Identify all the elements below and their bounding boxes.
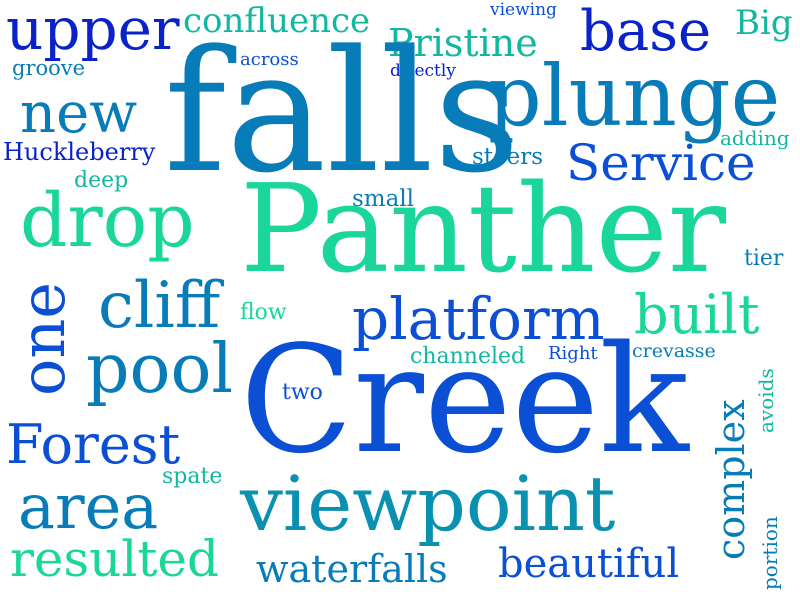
word-pool: pool — [86, 330, 234, 409]
word-right: Right — [548, 343, 598, 364]
word-big: Big — [735, 3, 793, 43]
word-built: built — [634, 283, 760, 346]
word-viewing: viewing — [490, 0, 557, 20]
word-flow: flow — [240, 300, 287, 325]
word-tier: tier — [744, 246, 784, 271]
word-falls: falls — [164, 14, 521, 210]
word-cliff: cliff — [98, 269, 221, 343]
word-groove: groove — [12, 56, 86, 80]
word-beautiful: beautiful — [498, 541, 680, 587]
word-portion: portion — [758, 516, 782, 590]
word-platform: platform — [352, 285, 605, 353]
word-avoids: avoids — [754, 368, 778, 433]
word-spate: spate — [162, 464, 223, 489]
word-small: small — [352, 186, 415, 212]
word-complex: complex — [709, 399, 753, 560]
word-huckleberry: Huckleberry — [3, 138, 156, 166]
word-deep: deep — [74, 168, 129, 193]
word-adding: adding — [720, 126, 790, 150]
word-upper: upper — [6, 0, 180, 63]
word-directly: directly — [390, 61, 456, 81]
word-panther: Panther — [240, 158, 727, 300]
word-across: across — [240, 49, 299, 70]
word-new: new — [20, 81, 138, 146]
word-two: two — [282, 380, 323, 405]
word-resulted: resulted — [10, 530, 220, 588]
word-crevasse: crevasse — [632, 340, 716, 362]
word-confluence: confluence — [183, 1, 371, 41]
word-area: area — [18, 470, 159, 543]
word-one: one — [6, 282, 79, 396]
word-waterfalls: waterfalls — [256, 547, 448, 591]
word-forest: Forest — [6, 413, 181, 476]
word-steers: steers — [472, 144, 544, 170]
word-channeled: channeled — [410, 344, 526, 369]
word-plunge: plunge — [488, 47, 781, 145]
word-drop: drop — [20, 178, 195, 264]
word-base: base — [580, 0, 712, 64]
word-pristine: Pristine — [388, 21, 538, 65]
word-creek: Creek — [240, 314, 689, 486]
word-service: Service — [566, 134, 756, 192]
word-viewpoint: viewpoint — [240, 459, 616, 548]
